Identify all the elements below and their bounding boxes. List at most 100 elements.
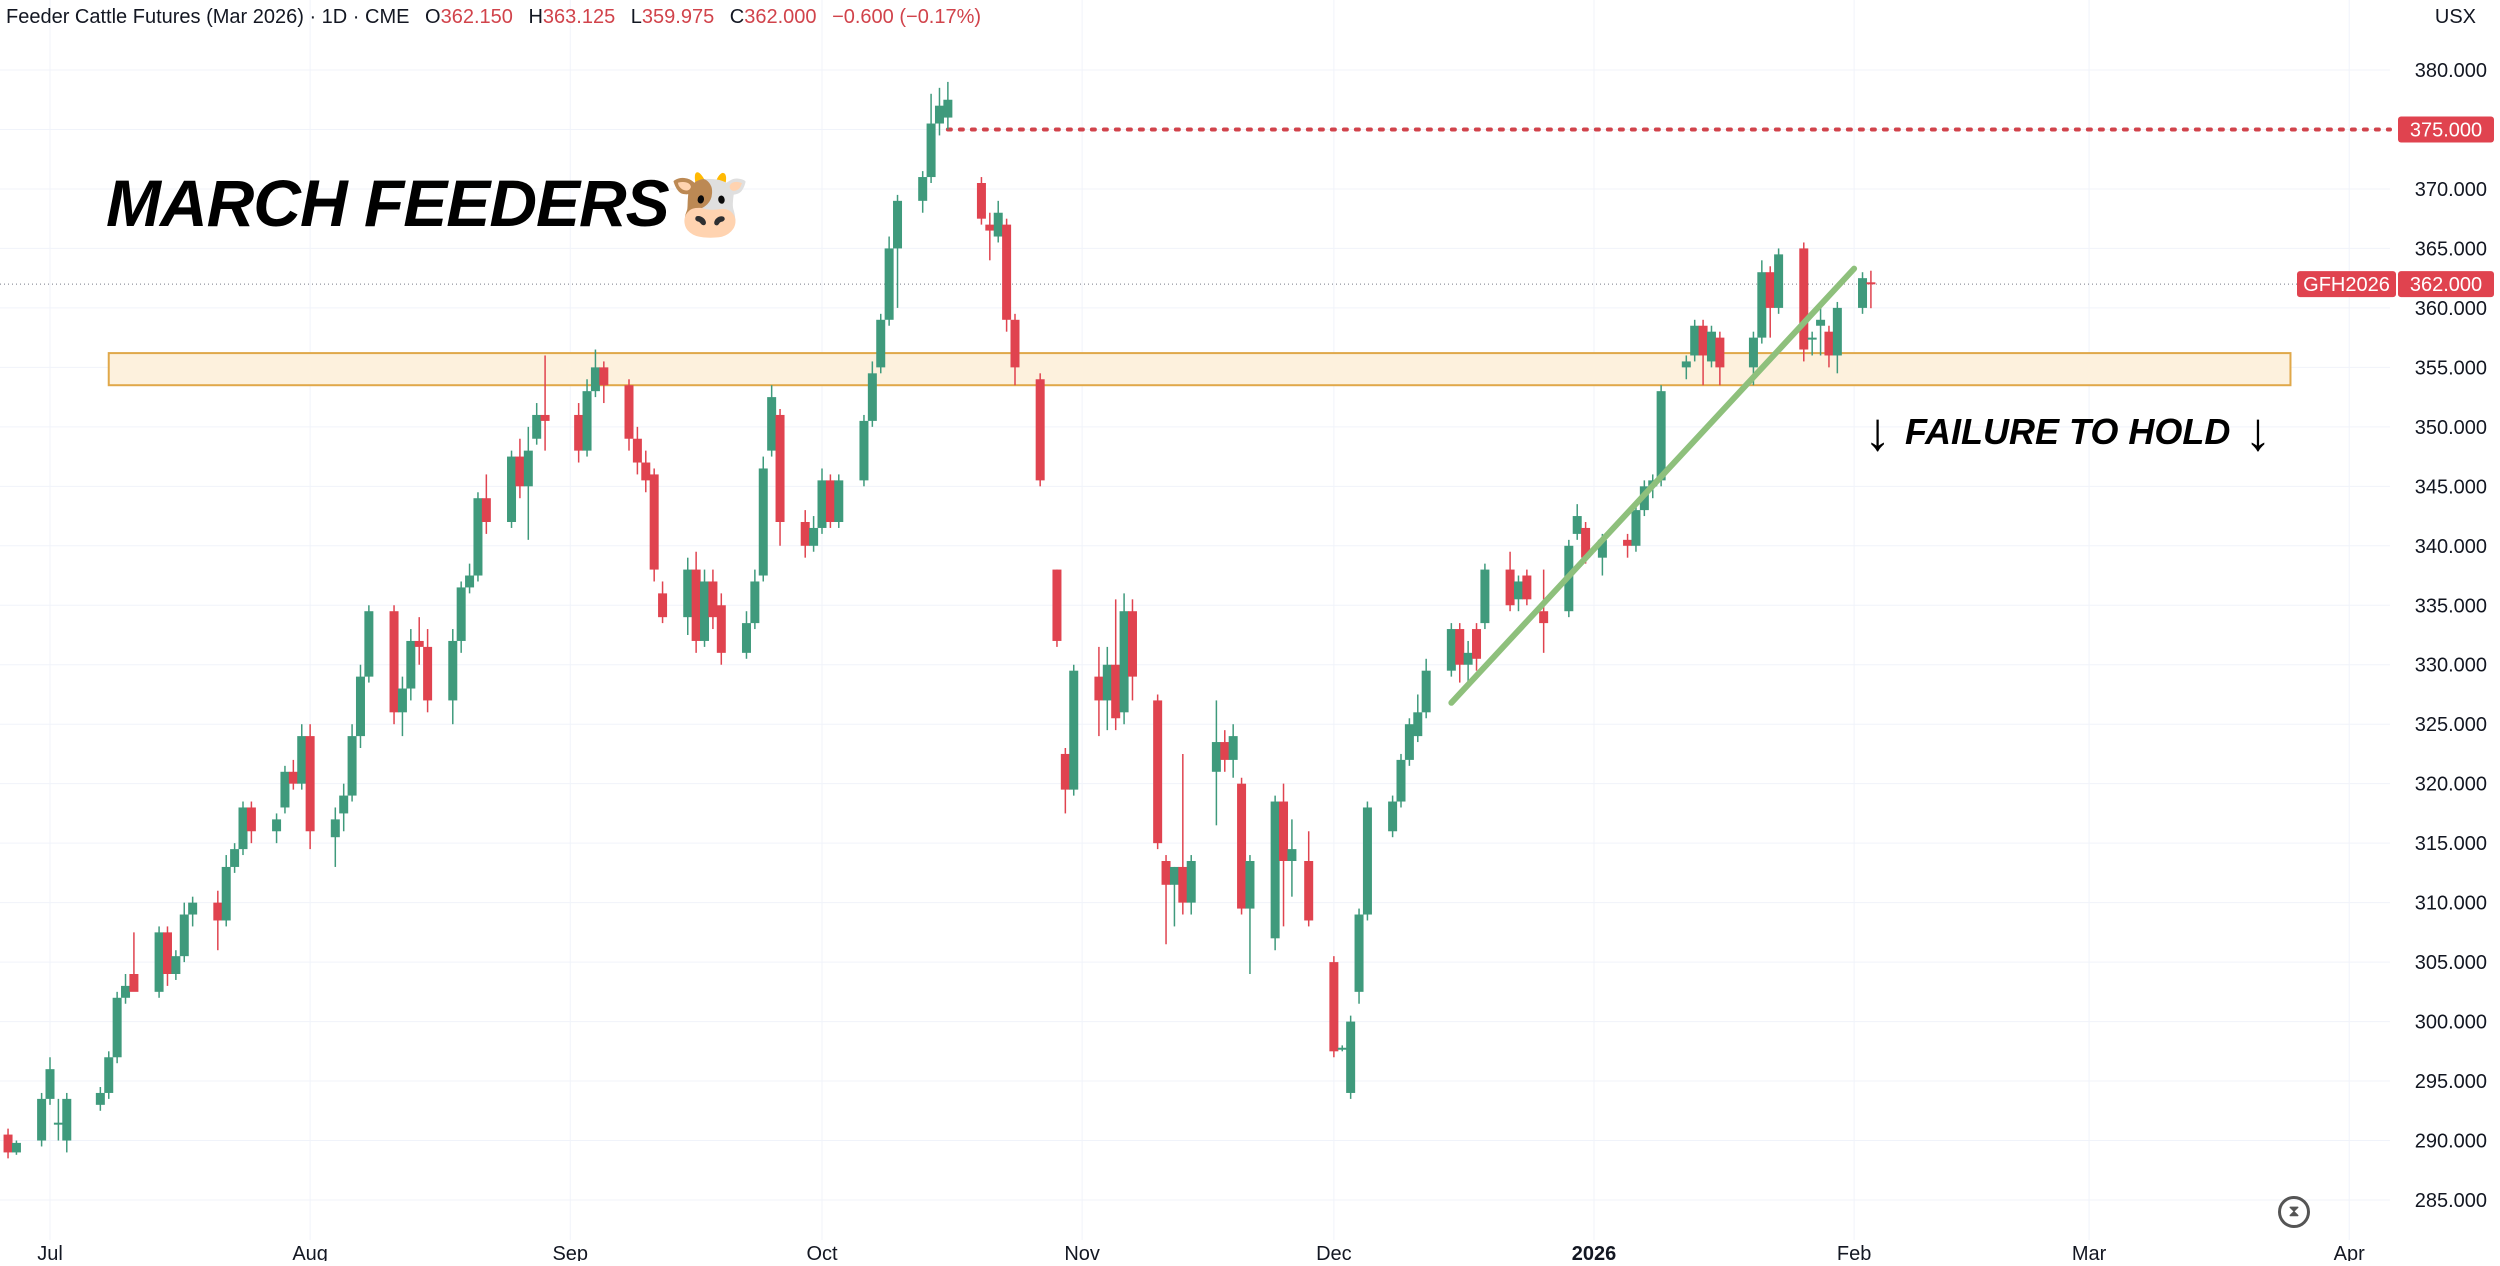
candle	[540, 355, 550, 451]
candle	[515, 438, 525, 499]
time-tick-label: 2026	[1572, 1243, 1617, 1261]
candle	[1388, 795, 1398, 838]
currency-label[interactable]: USX	[2434, 6, 2476, 28]
candle	[1211, 700, 1221, 826]
candle	[649, 468, 659, 582]
candle	[1824, 325, 1834, 368]
candle-body	[1102, 664, 1112, 701]
candle	[599, 361, 609, 404]
candle	[481, 474, 491, 534]
candle-body	[1513, 581, 1523, 600]
candle	[834, 474, 844, 528]
candle-body	[817, 480, 827, 528]
change-value: −0.600 (−0.17%)	[832, 6, 982, 28]
candle	[918, 171, 928, 213]
candle	[1220, 730, 1230, 772]
candle-body	[423, 646, 433, 701]
candle	[1035, 373, 1045, 487]
candle-body	[1337, 1047, 1347, 1050]
candle	[1119, 593, 1129, 725]
candle	[1002, 218, 1012, 332]
candle	[1337, 1045, 1347, 1052]
candle-body	[11, 1142, 21, 1153]
close-label: C	[729, 6, 745, 28]
price-tick-label: 290.000	[2415, 1131, 2487, 1153]
candle-body	[1304, 861, 1314, 921]
high-label: H	[528, 6, 543, 28]
candle	[465, 563, 475, 594]
candle	[53, 1098, 63, 1141]
candle-body	[800, 522, 810, 546]
candle-body	[1824, 331, 1834, 356]
candle	[1287, 819, 1297, 897]
candle	[121, 974, 131, 1004]
candle	[154, 926, 164, 998]
candle	[867, 361, 877, 427]
symbol-tag: GFH2026	[2303, 274, 2390, 296]
candle	[305, 724, 315, 850]
candle	[934, 87, 944, 136]
price-axis[interactable]: 285.000 290.000 295.000 300.000 305.000 310.0…	[2415, 60, 2487, 1212]
candle-body	[976, 183, 986, 219]
candle-body	[1799, 248, 1809, 350]
candle-body	[741, 623, 751, 653]
candle	[1631, 504, 1641, 552]
candle	[1472, 623, 1482, 671]
candle	[45, 1057, 55, 1105]
trendline-layer	[1448, 265, 1858, 706]
grid-lines	[0, 0, 2390, 1240]
candle	[1237, 777, 1247, 915]
price-tick-label: 295.000	[2415, 1071, 2487, 1093]
candle	[758, 456, 768, 582]
candle-body	[1329, 962, 1339, 1052]
symbol-legend[interactable]: Feeder Cattle Futures (Mar 2026) · 1D · …	[6, 6, 981, 29]
candle-body	[1060, 753, 1070, 790]
time-axis[interactable]: Jul Aug Sep Oct Nov Dec 2026 Feb Mar Apr	[37, 1243, 2365, 1265]
candle	[1010, 313, 1020, 386]
candle-body	[1858, 278, 1868, 308]
candle-body	[1094, 676, 1104, 701]
candle-body	[1623, 539, 1633, 546]
candle	[1656, 385, 1666, 487]
candle	[1480, 563, 1490, 630]
candle-body	[834, 480, 844, 522]
time-tick-label: Mar	[2072, 1243, 2107, 1261]
candle	[884, 236, 894, 326]
candle	[800, 510, 810, 558]
candle-body	[112, 997, 122, 1058]
candle	[347, 724, 357, 802]
candle	[1623, 533, 1633, 558]
candle	[708, 569, 718, 630]
candle	[95, 1087, 105, 1111]
candle-body	[1127, 611, 1137, 677]
candle-body	[456, 587, 466, 641]
time-tick-label: Feb	[1837, 1243, 1871, 1261]
candle-body	[1832, 307, 1842, 356]
replay-icon[interactable]: ⧗	[2278, 1196, 2310, 1228]
candle	[700, 569, 710, 647]
candle-body	[1052, 569, 1062, 641]
candle	[1069, 664, 1079, 796]
candle	[775, 409, 785, 546]
candle-body	[288, 771, 298, 784]
candle	[658, 581, 668, 624]
candle	[364, 605, 374, 683]
close-value: 362.000	[744, 6, 817, 28]
chart-title-annotation[interactable]: MARCH FEEDERS🐮	[106, 165, 751, 243]
candle	[1354, 908, 1364, 1004]
candle-body	[221, 866, 231, 921]
candle-body	[590, 367, 600, 392]
candle-body	[1287, 849, 1297, 861]
candle-body	[809, 527, 819, 546]
candle-body	[985, 224, 995, 231]
candle	[976, 177, 986, 225]
candle-body	[691, 569, 701, 641]
candle-body	[1421, 670, 1431, 713]
candle	[288, 759, 298, 790]
failure-annotation[interactable]: ↓ FAILURE TO HOLD ↓	[1850, 405, 2285, 459]
candle	[926, 93, 936, 183]
candle-body	[523, 450, 533, 487]
open-value: 362.150	[440, 6, 513, 28]
